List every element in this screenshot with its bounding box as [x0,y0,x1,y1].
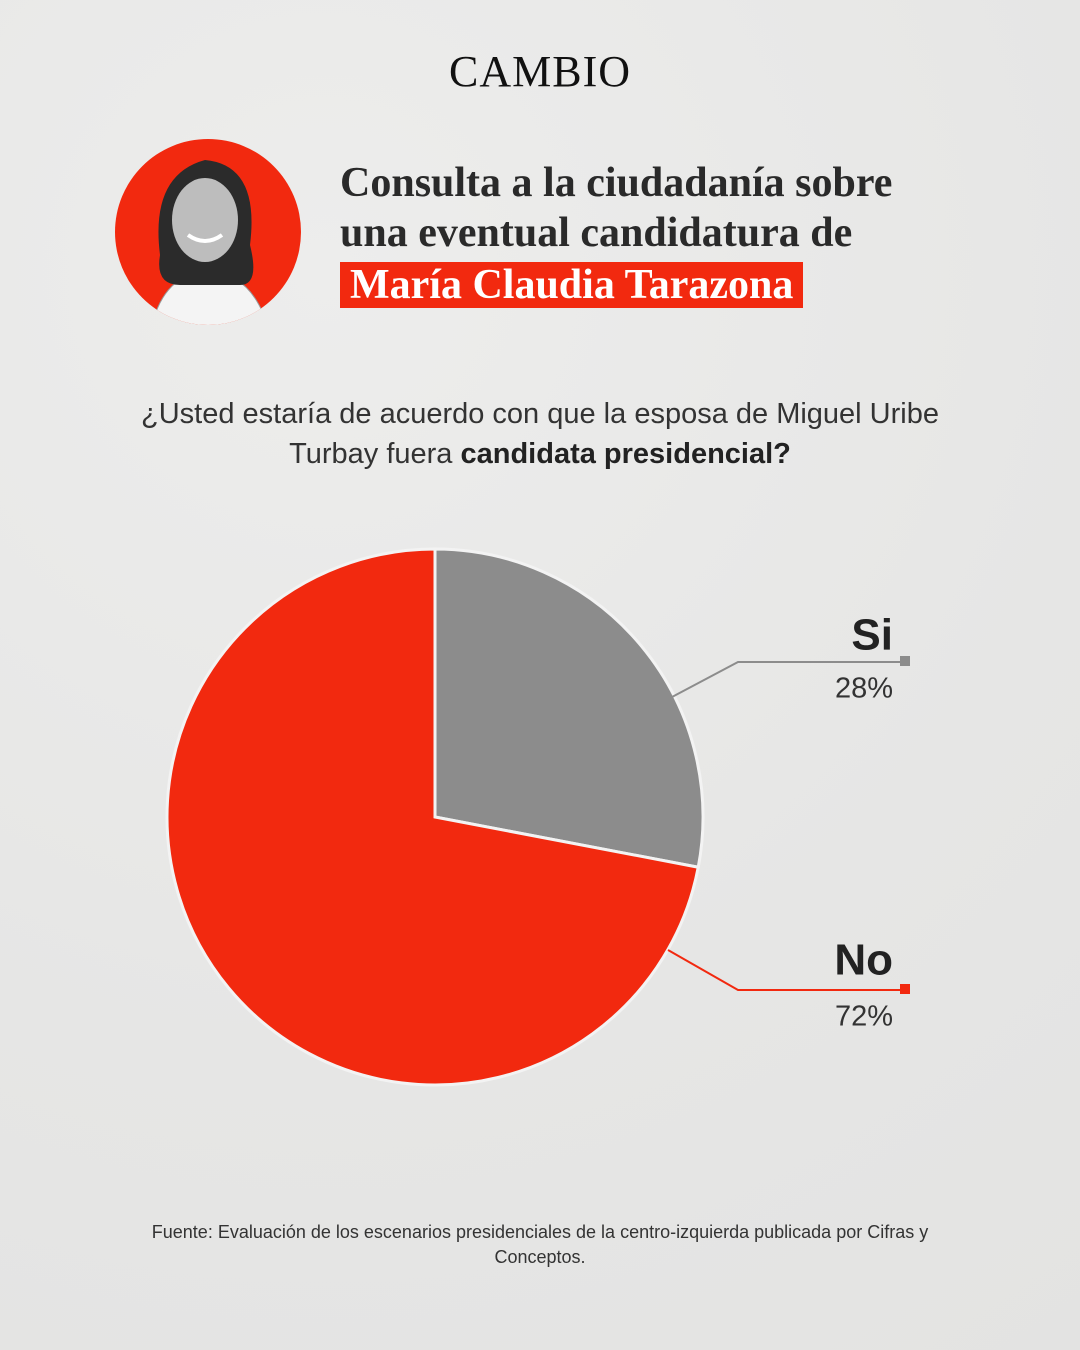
title: Consulta a la ciudadanía sobre una event… [340,158,892,310]
leader-line [671,661,905,698]
legend-label: No [834,936,893,985]
portrait [115,139,301,325]
legend-label: Si [851,611,893,660]
title-line: una eventual candidatura de [340,210,853,256]
source: Fuente: Evaluación de los escenarios pre… [151,1222,929,1267]
leader-line [667,949,905,991]
question-emphasis: candidata presidencial? [460,438,791,470]
value-label: 28% [835,673,893,705]
value-label: 72% [835,1001,893,1033]
title-line: Consulta a la ciudadanía sobre [340,160,893,206]
question: ¿Usted estaría de acuerdo con que la esp… [130,394,950,474]
legend-marker [900,656,910,666]
question-text: ¿Usted estaría de acuerdo con que la esp… [141,398,939,470]
title-highlight: María Claudia Tarazona [340,262,804,308]
legend-marker [900,984,910,994]
pie-slice [165,547,701,1087]
brand: CAMBIO [448,47,632,96]
pie-slice [433,547,705,869]
